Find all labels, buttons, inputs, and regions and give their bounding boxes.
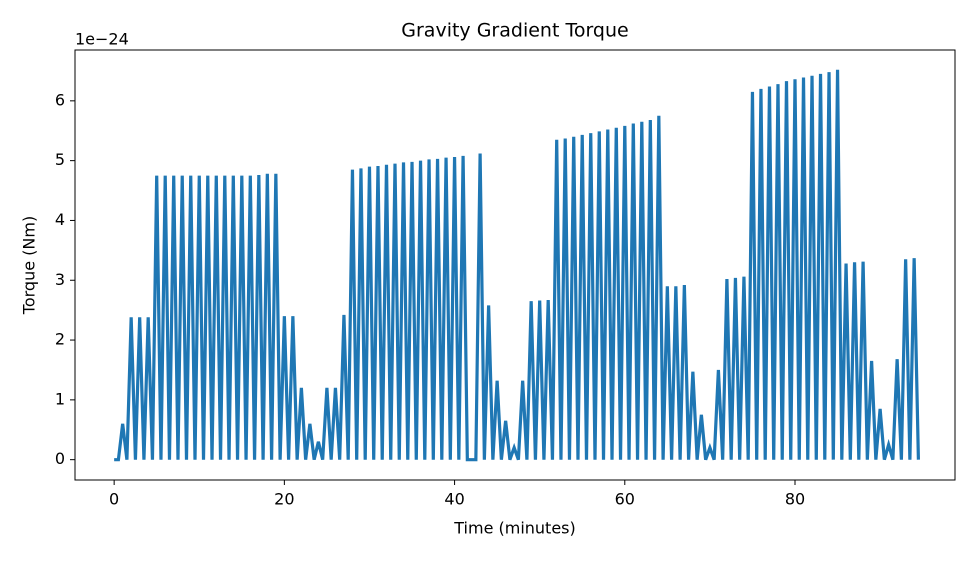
y-tick-label: 4 [55,210,65,229]
x-tick-label: 60 [615,490,635,509]
chart-title: Gravity Gradient Torque [401,20,628,42]
y-tick-label: 1 [55,389,65,408]
x-tick-label: 0 [109,490,119,509]
plot-area [114,69,920,462]
axes-frame [74,49,956,481]
y-tick-label: 6 [55,90,65,109]
x-axis-label: Time (minutes) [453,519,576,538]
data-line [114,69,920,462]
y-tick-label: 2 [55,330,65,349]
y-tick-label: 5 [55,150,65,169]
offset-text: 1e−24 [75,30,129,49]
y-tick-label: 0 [55,449,65,468]
y-tick-label: 3 [55,270,65,289]
x-tick-label: 40 [444,490,464,509]
y-axis-label: Torque (Nm) [20,216,39,315]
x-tick-label: 80 [785,490,805,509]
x-tick-label: 20 [274,490,294,509]
